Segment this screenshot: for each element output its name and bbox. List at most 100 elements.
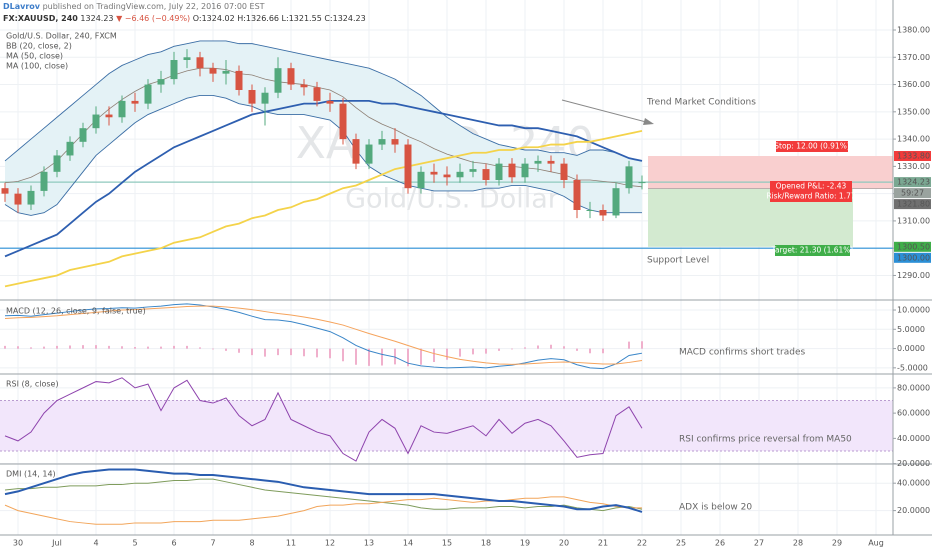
indicator-line	[4, 478, 643, 512]
y-tick-label: 20.0000	[897, 459, 930, 468]
candle-body	[508, 163, 516, 178]
legend-item: MA (100, close)	[6, 62, 68, 71]
candle-body	[235, 70, 243, 90]
author[interactable]: DLavrov	[3, 2, 41, 11]
candle-body	[391, 139, 399, 145]
y-tick-label: 1310.00	[897, 216, 930, 225]
dmi-pane	[0, 464, 893, 535]
x-tick-label: 8	[249, 539, 254, 548]
candle-body	[482, 169, 490, 180]
candle-body	[612, 188, 620, 216]
x-tick-label: 11	[286, 539, 296, 548]
candle-body	[404, 144, 412, 189]
annotation: RSI confirms price reversal from MA50	[679, 435, 852, 445]
indicator-line	[4, 303, 643, 370]
rr-label: Risk/Reward Ratio: 1.77	[766, 192, 855, 201]
candle-body	[313, 87, 321, 101]
candle-body	[1, 188, 9, 194]
price-pane: XAUUSD, 240Gold/U.S. Dollar	[0, 0, 893, 300]
price-marker-label: 1300.50	[897, 242, 930, 251]
rsi-band	[0, 400, 893, 451]
candle-body	[27, 190, 35, 205]
candle-body	[521, 163, 529, 178]
legend-item: BB (20, close, 2)	[6, 42, 72, 51]
y-tick-label: 60.0000	[897, 409, 930, 418]
price-marker-label: 1324.23	[897, 178, 930, 187]
x-tick-label: 29	[832, 539, 842, 548]
moving-average	[4, 130, 643, 288]
candle-body	[495, 163, 503, 180]
candle-body	[456, 171, 464, 178]
candle-body	[469, 169, 477, 172]
indicator-line	[4, 305, 643, 365]
candle-body	[339, 103, 347, 140]
price-marker-label: 1333.80	[897, 152, 930, 161]
x-tick-label: 21	[598, 539, 608, 548]
candle-body	[144, 84, 152, 104]
candle-body	[131, 100, 139, 104]
price-marker-label: 1300.00	[897, 253, 930, 262]
pane-title: MACD (12, 26, close, 9, false, true)	[6, 307, 146, 316]
countdown-box	[894, 188, 931, 199]
target-label-box	[775, 245, 850, 256]
indicator-line	[4, 468, 643, 513]
x-tick-label: 5	[132, 539, 137, 548]
symbol: FX:XAUUSD, 240	[3, 14, 78, 23]
candle-body	[196, 57, 204, 69]
countdown-label: 59:27	[901, 189, 924, 198]
x-tick-label: 20	[559, 539, 569, 548]
legend-item: MA (50, close)	[6, 52, 63, 61]
candle-body	[40, 171, 48, 191]
symbol-line: FX:XAUUSD, 240 1324.23 ▼ −6.46 (−0.49%) …	[3, 14, 366, 23]
candle-body	[287, 68, 295, 85]
annotation: Trend Market Conditions	[646, 98, 756, 108]
price-marker-box	[894, 177, 931, 188]
x-tick-label: 30	[13, 539, 23, 548]
candle-body	[378, 139, 386, 145]
candle-body	[14, 193, 22, 205]
pane-title: RSI (8, close)	[6, 380, 59, 389]
candle-body	[352, 139, 360, 164]
arrow-head	[643, 118, 654, 125]
header-line: DLavrov published on TradingView.com, Ju…	[3, 2, 265, 11]
candle-body	[92, 114, 100, 129]
pnl-label: Opened P&L: -2.43	[776, 182, 847, 191]
stop-label: Stop: 12.00 (0.91%)	[774, 142, 850, 151]
pnl-label-box	[770, 181, 852, 202]
annotation: ADX is below 20	[679, 503, 752, 513]
candle-body	[222, 70, 230, 74]
candle-body	[534, 160, 542, 164]
x-tick-label: 28	[793, 539, 803, 548]
candle-body	[430, 171, 438, 175]
bb-upper	[4, 40, 643, 162]
trend-arrow	[561, 99, 651, 124]
candle-body	[573, 180, 581, 210]
candle-body	[209, 68, 217, 74]
candle-body	[625, 166, 633, 189]
y-tick-label: -5.0000	[897, 363, 928, 372]
y-tick-label: 40.0000	[897, 479, 930, 488]
y-tick-label: 1290.00	[897, 271, 930, 280]
price-marker-box	[894, 151, 931, 161]
x-tick-label: 12	[325, 539, 335, 548]
x-tick-label: 15	[442, 539, 452, 548]
y-tick-label: 0.0000	[897, 344, 925, 353]
y-tick-label: 1340.00	[897, 135, 930, 144]
candle-body	[326, 100, 334, 104]
x-tick-label: 7	[210, 539, 215, 548]
moving-average	[4, 100, 643, 258]
x-tick-label: 25	[676, 539, 686, 548]
price-marker-box	[894, 241, 931, 252]
candle-body	[599, 210, 607, 216]
x-tick-label: 19	[520, 539, 530, 548]
candle-body	[443, 174, 451, 178]
rsi-pane	[0, 374, 893, 464]
last-price: 1324.23	[80, 14, 113, 23]
candle-body	[170, 60, 178, 80]
candle-body	[560, 163, 568, 180]
published: published on TradingView.com, July 22, 2…	[43, 2, 265, 11]
x-tick-label: 26	[715, 539, 725, 548]
candle-body	[248, 90, 256, 104]
